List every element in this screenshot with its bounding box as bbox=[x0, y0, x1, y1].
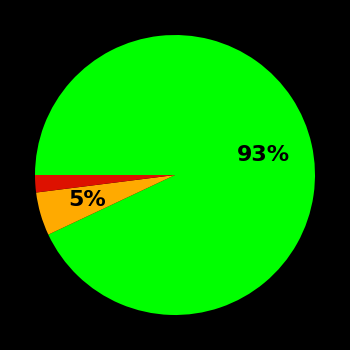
Wedge shape bbox=[35, 35, 315, 315]
Wedge shape bbox=[36, 175, 175, 234]
Wedge shape bbox=[35, 175, 175, 192]
Text: 5%: 5% bbox=[69, 190, 106, 210]
Text: 93%: 93% bbox=[237, 145, 290, 165]
